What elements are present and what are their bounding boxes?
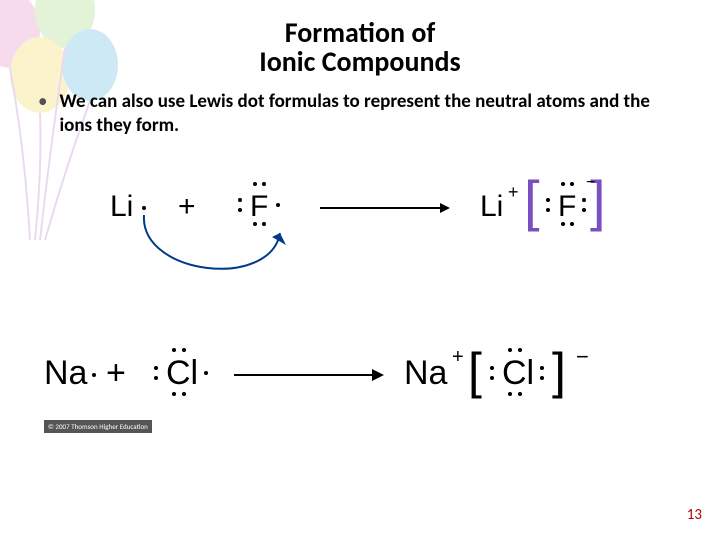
bullet-marker: •	[38, 90, 47, 113]
na-reactant: Na	[44, 354, 87, 393]
na-cation-charge: +	[452, 346, 464, 369]
na-cation: Na	[404, 354, 447, 393]
reaction-arrow-2	[234, 368, 384, 382]
copyright-watermark: © 2007 Thomson Higher Education	[44, 420, 152, 433]
title-line2: Ionic Compounds	[259, 44, 460, 79]
f-anion: F	[558, 190, 576, 224]
cl-anion: Cl	[502, 354, 534, 393]
plus-sign-2: +	[106, 354, 126, 393]
slide: Formation of Ionic Compounds • We can al…	[0, 0, 720, 540]
page-number: 13	[687, 506, 702, 524]
li-electron-dot	[142, 206, 146, 210]
f-anion-charge: −	[586, 174, 595, 192]
bracket-left-2: [	[468, 342, 482, 400]
li-cation: Li	[480, 190, 503, 224]
equation-li-f: Li + F Li + [ ] F	[110, 160, 670, 290]
li-cation-charge: +	[508, 182, 519, 203]
bracket-left: [	[524, 168, 540, 233]
reaction-arrow	[320, 202, 450, 214]
cl-anion-charge: −	[576, 344, 589, 370]
equation-na-cl: Na + Cl Na + [ Cl ] −	[44, 340, 684, 410]
bracket-right-2: ]	[552, 342, 566, 400]
bullet-text: We can also use Lewis dot formulas to re…	[59, 90, 686, 138]
slide-title: Formation of Ionic Compounds	[0, 0, 720, 77]
bullet-item: • We can also use Lewis dot formulas to …	[38, 90, 686, 138]
cl-reactant: Cl	[166, 354, 198, 393]
electron-transfer-arrow	[130, 215, 300, 285]
